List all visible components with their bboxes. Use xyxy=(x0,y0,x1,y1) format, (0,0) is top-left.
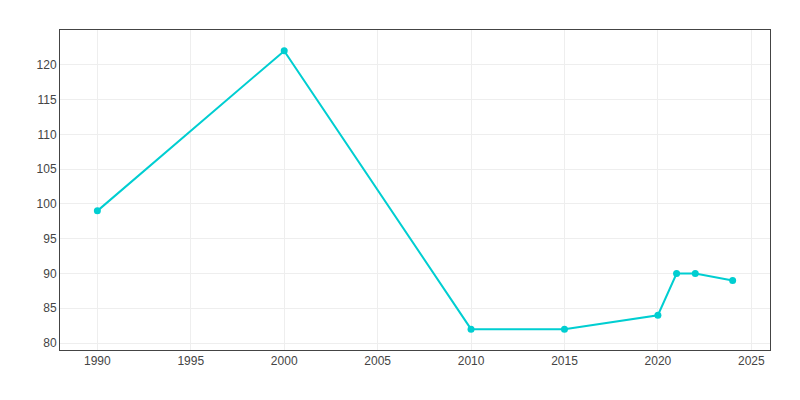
svg-text:105: 105 xyxy=(37,162,57,176)
svg-text:100: 100 xyxy=(37,197,57,211)
svg-text:90: 90 xyxy=(43,267,57,281)
svg-text:110: 110 xyxy=(37,128,56,142)
svg-text:1995: 1995 xyxy=(177,354,204,368)
svg-text:80: 80 xyxy=(43,336,57,350)
svg-text:95: 95 xyxy=(43,232,57,246)
svg-text:2015: 2015 xyxy=(551,354,578,368)
svg-text:2025: 2025 xyxy=(738,354,765,368)
svg-text:2020: 2020 xyxy=(645,354,672,368)
svg-text:115: 115 xyxy=(37,93,56,107)
svg-text:85: 85 xyxy=(43,301,57,315)
svg-text:2010: 2010 xyxy=(458,354,485,368)
svg-text:2000: 2000 xyxy=(271,354,298,368)
svg-text:120: 120 xyxy=(37,58,57,72)
svg-text:1990: 1990 xyxy=(84,354,111,368)
svg-text:2005: 2005 xyxy=(364,354,391,368)
